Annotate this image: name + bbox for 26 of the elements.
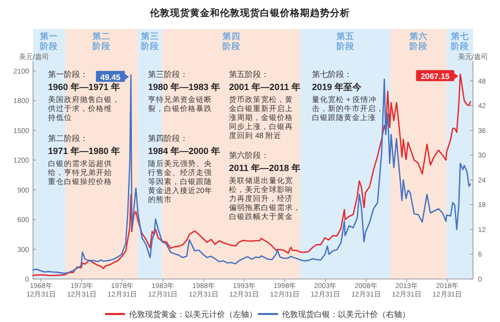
annotation: 第六阶段： [229, 151, 269, 160]
chart-title: 伦敦现货黄金和伦敦现货白银价格期趋势分析 [149, 7, 350, 19]
data-label: 2067.15 [420, 72, 450, 82]
legend-label: 伦敦现货白银：以美元计价（右轴） [282, 310, 410, 319]
band-label: 第五阶段 [335, 31, 356, 51]
annotation: 2019 年至今 [312, 82, 363, 92]
legend-label: 伦敦现货黄金：以美元计价（左轴） [129, 310, 257, 319]
annotation: 第一阶段： [48, 70, 88, 79]
annotation: 第三阶段： [148, 70, 188, 79]
annotation: 第五阶段： [229, 70, 269, 79]
annotation: 1980 年—1983 年 [148, 82, 220, 92]
band-label: 第四阶段 [221, 31, 242, 51]
annotation: 1971 年—1980 年 [48, 146, 120, 156]
annotation: 1984 年—2000 年 [148, 146, 220, 156]
annotation: 2001 年—2011 年 [229, 82, 301, 92]
band-label: 第一阶段 [39, 31, 60, 51]
annotation: 第四阶段： [148, 134, 188, 143]
band-label: 第二阶段 [92, 31, 112, 51]
band-label: 第三阶段 [140, 31, 160, 51]
data-label: 49.45 [100, 72, 121, 82]
band-label: 第七阶段 [450, 31, 470, 51]
annotation: 2011 年—2018 年 [229, 163, 301, 173]
band-label: 第六阶段 [408, 31, 429, 51]
annotation: 1960 年—1971 年 [48, 82, 120, 92]
annotation: 第七阶段： [312, 70, 352, 79]
annotation: 第二阶段： [48, 134, 88, 143]
